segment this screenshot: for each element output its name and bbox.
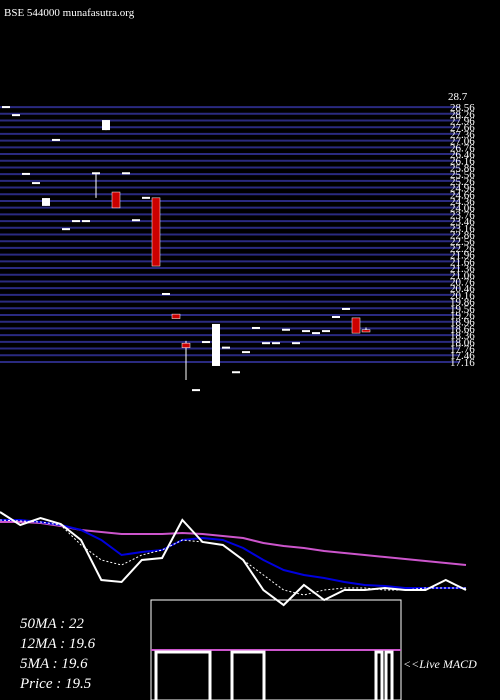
y-tick-label: 27.06	[450, 136, 475, 148]
candle-body	[72, 220, 80, 223]
candle-body	[361, 329, 371, 333]
top-label: 28.7	[448, 91, 468, 103]
candle-body	[62, 228, 70, 231]
candle-body	[111, 191, 121, 209]
candle-body	[342, 307, 350, 310]
y-tick-label: 21.66	[450, 256, 475, 268]
chart-title: BSE 544000 munafasutra.org	[4, 7, 135, 19]
y-tick-label: 22.56	[450, 236, 475, 248]
y-tick-label: 27.36	[450, 129, 475, 141]
candle-body	[232, 371, 240, 374]
y-tick-label: 19.86	[450, 297, 475, 309]
y-tick-label: 17.16	[450, 357, 475, 369]
y-tick-label: 25.26	[450, 176, 475, 188]
candle-body	[52, 138, 60, 141]
y-tick-label: 24.66	[450, 189, 475, 201]
y-tick-label: 18.36	[450, 330, 475, 342]
y-tick-label: 24.36	[450, 196, 475, 208]
y-tick-label: 28.26	[450, 109, 475, 121]
y-tick-label: 19.56	[450, 303, 475, 315]
macd-panel	[150, 599, 402, 700]
y-tick-label: 20.46	[450, 283, 475, 295]
candle-body	[12, 114, 20, 117]
candle-body	[151, 197, 161, 267]
candle-body	[92, 172, 100, 175]
legend-entry: Price : 19.5	[19, 676, 92, 692]
y-tick-label: 22.86	[450, 230, 475, 242]
y-tick-label: 20.76	[450, 276, 475, 288]
candle-body	[292, 342, 300, 345]
candle-body	[162, 292, 170, 295]
candle-body	[171, 313, 181, 319]
candle-body	[202, 341, 210, 344]
y-tick-label: 24.06	[450, 203, 475, 215]
y-tick-label: 17.76	[450, 344, 475, 356]
candle-body	[142, 196, 150, 199]
macd-label: <<Live MACD	[403, 657, 477, 671]
y-tick-label: 18.66	[450, 323, 475, 335]
y-tick-label: 20.16	[450, 290, 475, 302]
candle-body	[252, 326, 260, 329]
candle-body	[302, 330, 310, 333]
candle-body	[2, 106, 10, 109]
candle-body	[122, 172, 130, 175]
y-tick-label: 23.46	[450, 216, 475, 228]
ma-line	[0, 519, 466, 589]
candle-body	[212, 323, 220, 366]
ma-line	[0, 519, 466, 596]
y-tick-label: 25.86	[450, 162, 475, 174]
candle-body	[272, 342, 280, 345]
candle-body	[82, 220, 90, 223]
y-tick-label: 27.96	[450, 115, 475, 127]
candle-body	[322, 330, 330, 333]
candle-body	[132, 219, 140, 222]
y-tick-label: 17.46	[450, 350, 475, 362]
y-tick-label: 24.96	[450, 183, 475, 195]
y-tick-label: 21.96	[450, 250, 475, 262]
legend-entry: 5MA : 19.6	[20, 656, 88, 672]
candle-body	[222, 346, 230, 349]
y-tick-label: 22.26	[450, 243, 475, 255]
y-tick-label: 19.26	[450, 310, 475, 322]
y-tick-label: 26.76	[450, 142, 475, 154]
y-tick-label: 18.96	[450, 317, 475, 329]
y-tick-label: 18.06	[450, 337, 475, 349]
candle-body	[102, 120, 110, 131]
candle-body	[42, 198, 50, 206]
candle-body	[192, 389, 200, 392]
candle-body	[181, 342, 191, 348]
candle-body	[332, 316, 340, 319]
candle-body	[312, 332, 320, 335]
ma-line	[0, 511, 467, 607]
candle-body	[242, 351, 250, 354]
legend-entry: 12MA : 19.6	[20, 636, 96, 652]
y-tick-label: 21.06	[450, 270, 475, 282]
legend-entry: 50MA : 22	[20, 616, 84, 632]
y-tick-label: 26.46	[450, 149, 475, 161]
candle-body	[262, 342, 270, 345]
y-tick-label: 27.66	[450, 122, 475, 134]
y-tick-label: 26.16	[450, 156, 475, 168]
candle-body	[22, 172, 30, 175]
candle-body	[351, 317, 361, 334]
candle-body	[282, 328, 290, 331]
candle-body	[32, 182, 40, 185]
y-tick-label: 23.16	[450, 223, 475, 235]
y-tick-label: 28.56	[450, 102, 475, 114]
y-tick-label: 21.36	[450, 263, 475, 275]
y-tick-label: 25.56	[450, 169, 475, 181]
y-tick-label: 23.76	[450, 209, 475, 221]
